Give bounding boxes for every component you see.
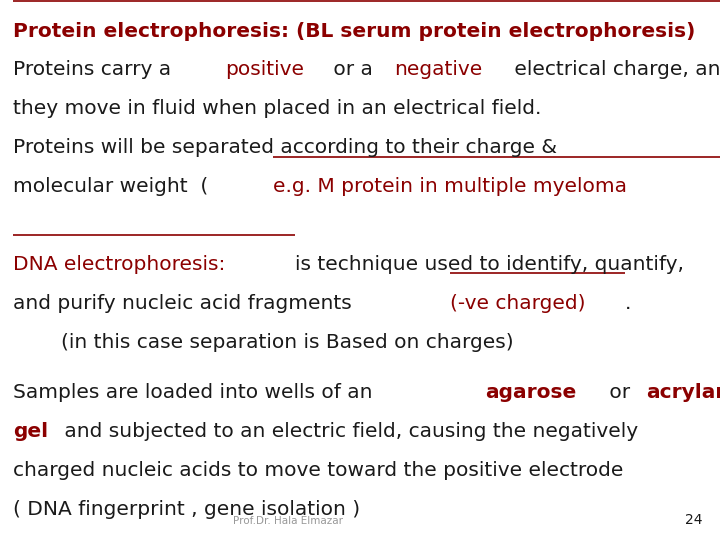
Text: Protein electrophoresis: (BL serum protein electrophoresis): Protein electrophoresis: (BL serum prote…: [13, 22, 696, 40]
Text: and subjected to an electric field, causing the negatively: and subjected to an electric field, caus…: [58, 422, 639, 441]
Text: .: .: [625, 294, 631, 313]
Text: Prof.Dr. Hala Elmazar: Prof.Dr. Hala Elmazar: [233, 516, 343, 526]
Text: molecular weight  (: molecular weight (: [13, 177, 215, 196]
Text: Proteins carry a: Proteins carry a: [13, 60, 177, 79]
Text: negative: negative: [395, 60, 483, 79]
Text: Proteins will be separated according to their charge &: Proteins will be separated according to …: [13, 138, 557, 157]
Text: (in this case separation is Based on charges): (in this case separation is Based on cha…: [61, 333, 514, 352]
Text: ( DNA fingerprint , gene isolation ): ( DNA fingerprint , gene isolation ): [13, 500, 360, 519]
Text: agarose: agarose: [485, 383, 576, 402]
Text: is technique used to identify, quantify,: is technique used to identify, quantify,: [295, 255, 684, 274]
Text: positive: positive: [225, 60, 305, 79]
Text: Samples are loaded into wells of an: Samples are loaded into wells of an: [13, 383, 379, 402]
Text: acrylamide: acrylamide: [646, 383, 720, 402]
Text: or a: or a: [327, 60, 379, 79]
Text: 24: 24: [685, 512, 702, 526]
Text: DNA electrophoresis:: DNA electrophoresis:: [13, 255, 232, 274]
Text: gel: gel: [13, 422, 48, 441]
Text: charged nucleic acids to move toward the positive electrode: charged nucleic acids to move toward the…: [13, 461, 624, 480]
Text: e.g. M protein in multiple myeloma: e.g. M protein in multiple myeloma: [273, 177, 627, 196]
Text: and purify nucleic acid fragments: and purify nucleic acid fragments: [13, 294, 351, 313]
Text: they move in fluid when placed in an electrical field.: they move in fluid when placed in an ele…: [13, 99, 541, 118]
Text: electrical charge, and: electrical charge, and: [508, 60, 720, 79]
Text: (-ve charged): (-ve charged): [450, 294, 585, 313]
Text: or: or: [603, 383, 636, 402]
